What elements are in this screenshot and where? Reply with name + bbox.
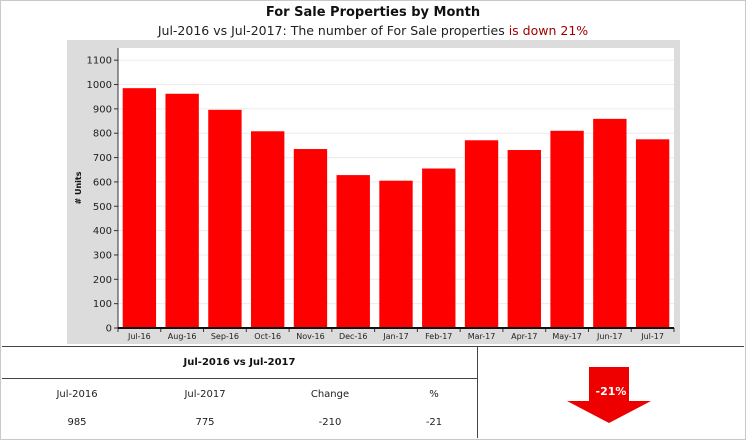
summary-value: 985 bbox=[67, 417, 87, 428]
y-tick-label: 300 bbox=[93, 250, 112, 261]
summary-col-header: Jul-2016 bbox=[56, 389, 98, 400]
down-arrow-icon bbox=[567, 367, 651, 423]
y-tick-label: 0 bbox=[106, 324, 112, 335]
x-tick-label: May-17 bbox=[552, 332, 581, 341]
x-tick-label: Sep-16 bbox=[211, 332, 239, 341]
x-tick-label: Dec-16 bbox=[339, 332, 368, 341]
x-tick-label: Jun-17 bbox=[596, 332, 623, 341]
y-tick-label: 1000 bbox=[87, 80, 112, 91]
chart-title: For Sale Properties by Month bbox=[265, 5, 481, 20]
subtitle-change-highlight: is down 21% bbox=[508, 23, 589, 38]
y-tick-label: 400 bbox=[93, 226, 112, 237]
x-tick-label: Mar-17 bbox=[468, 332, 496, 341]
y-tick-label: 200 bbox=[93, 275, 112, 286]
change-percent-label: -21% bbox=[595, 385, 627, 398]
bar bbox=[635, 139, 670, 328]
summary-value: 775 bbox=[195, 417, 215, 428]
chart-subtitle: Jul-2016 vs Jul-2017: The number of For … bbox=[0, 23, 746, 38]
bar bbox=[550, 130, 584, 328]
bar bbox=[293, 149, 328, 328]
summary-col-header: Change bbox=[310, 389, 350, 400]
x-tick-label: Feb-17 bbox=[425, 332, 452, 341]
x-tick-label: Jul-17 bbox=[640, 332, 664, 341]
bar bbox=[208, 109, 242, 328]
bar bbox=[593, 118, 627, 328]
chart-area: 0 100 200 300 400 500 600 700 800 900 1000 1100 # Un… bbox=[67, 40, 680, 344]
summary-panel: Jul-2016 vs Jul-2017 Jul-2016 Jul-2017 C… bbox=[2, 346, 744, 438]
x-tick-label: Aug-16 bbox=[168, 332, 197, 341]
x-tick-label: Nov-16 bbox=[296, 332, 324, 341]
bar bbox=[122, 88, 157, 328]
bar bbox=[165, 93, 199, 328]
summary-col-header: % bbox=[429, 389, 439, 400]
bar bbox=[251, 131, 285, 328]
summary-value: -210 bbox=[318, 417, 342, 428]
bar bbox=[379, 180, 413, 328]
change-indicator: -21% bbox=[478, 347, 744, 438]
y-tick-label: 500 bbox=[93, 202, 112, 213]
bar bbox=[336, 175, 370, 328]
y-tick-label: 100 bbox=[93, 299, 112, 310]
y-tick-label: 1100 bbox=[87, 56, 112, 67]
bar bbox=[464, 140, 499, 328]
y-tick-label: 600 bbox=[93, 177, 112, 188]
summary-col-header: Jul-2017 bbox=[184, 389, 226, 400]
x-tick-label: Oct-16 bbox=[254, 332, 281, 341]
bar bbox=[507, 150, 541, 328]
y-tick-label: 800 bbox=[93, 129, 112, 140]
bar bbox=[422, 168, 456, 328]
x-tick-label: Jul-16 bbox=[127, 332, 151, 341]
y-tick-label: 700 bbox=[93, 153, 112, 164]
subtitle-text: Jul-2016 vs Jul-2017: The number of For … bbox=[157, 23, 505, 38]
bar-chart: 0 100 200 300 400 500 600 700 800 900 1000 1100 # Un… bbox=[74, 48, 675, 341]
y-axis-label: # Units bbox=[74, 171, 83, 204]
summary-value: -21 bbox=[425, 417, 443, 428]
y-tick-label: 900 bbox=[93, 104, 112, 115]
summary-table: Jul-2016 vs Jul-2017 Jul-2016 Jul-2017 C… bbox=[2, 347, 478, 438]
x-tick-label: Jan-17 bbox=[382, 332, 408, 341]
x-tick-label: Apr-17 bbox=[511, 332, 537, 341]
summary-heading: Jul-2016 vs Jul-2017 bbox=[2, 347, 477, 379]
